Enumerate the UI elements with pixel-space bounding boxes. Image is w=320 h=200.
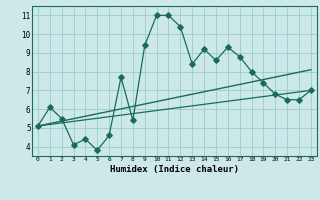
X-axis label: Humidex (Indice chaleur): Humidex (Indice chaleur) [110,165,239,174]
